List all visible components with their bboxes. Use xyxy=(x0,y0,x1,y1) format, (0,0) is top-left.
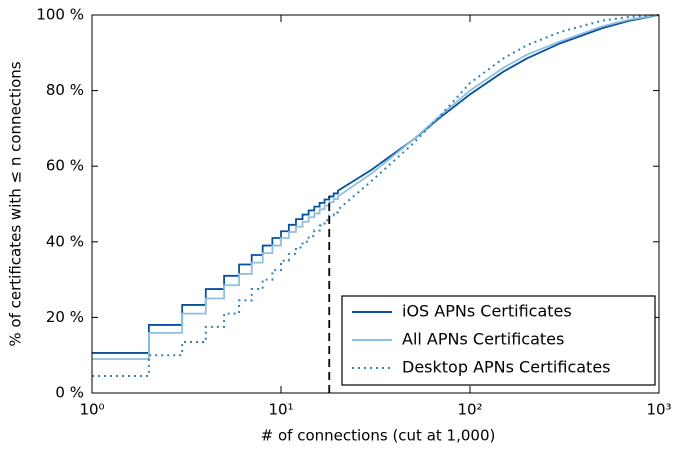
y-tick-label: 80 % xyxy=(46,81,84,99)
y-tick-label: 60 % xyxy=(46,157,84,175)
series-line xyxy=(92,14,660,360)
y-tick-label: 100 % xyxy=(36,6,84,24)
legend-label: Desktop APNs Certificates xyxy=(402,358,611,377)
x-tick-label: 10³ xyxy=(646,401,671,419)
y-tick-label: 40 % xyxy=(46,232,84,250)
legend-label: iOS APNs Certificates xyxy=(402,302,572,321)
y-axis-label: % of certificates with ≤ n connections xyxy=(7,61,25,346)
legend-box xyxy=(341,295,656,386)
y-tick-label: 0 % xyxy=(55,384,84,402)
x-tick-label: 10¹ xyxy=(268,401,293,419)
x-tick-label: 10⁰ xyxy=(79,401,104,419)
legend: iOS APNs Certificates All APNs Certificat… xyxy=(341,295,656,386)
legend-label: All APNs Certificates xyxy=(402,330,564,349)
x-axis-label: # of connections (cut at 1,000) xyxy=(261,427,496,445)
x-tick-label: 10² xyxy=(457,401,482,419)
plot-frame xyxy=(91,14,660,394)
y-tick-label: 20 % xyxy=(46,308,84,326)
